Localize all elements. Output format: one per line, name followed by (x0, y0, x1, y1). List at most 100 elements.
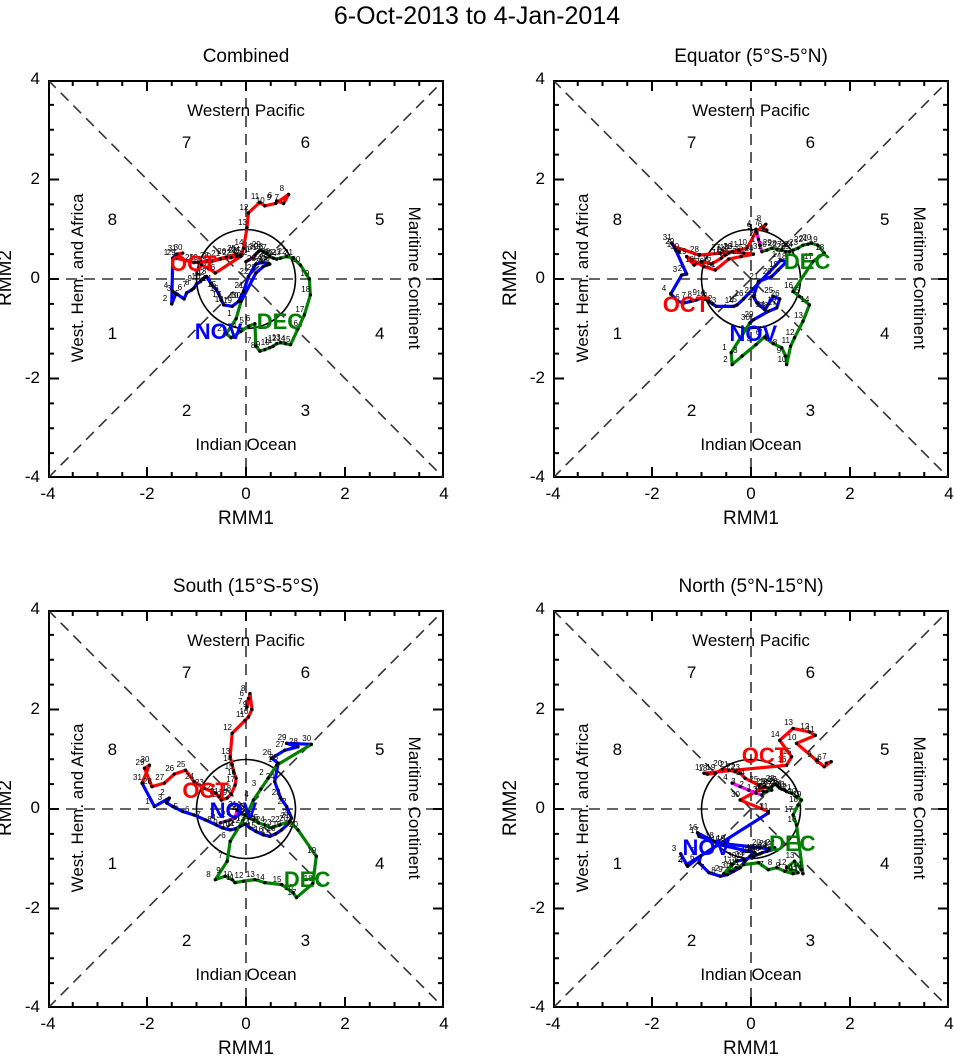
day-label: 17 (212, 289, 222, 299)
month-label-oct: OCT (662, 292, 710, 318)
region-label-left: West. Hem. and Africa (67, 723, 87, 893)
day-label: 28 (744, 846, 754, 856)
month-label-dec: DEC (256, 308, 304, 334)
data-point (695, 831, 700, 835)
data-point (253, 253, 257, 257)
day-label: 14 (276, 333, 286, 343)
data-point (807, 730, 812, 734)
day-label: 1 (227, 308, 232, 318)
data-point (298, 263, 303, 267)
data-point (770, 246, 774, 250)
day-label: 24 (784, 240, 793, 250)
data-point (222, 303, 226, 307)
day-label: 19 (189, 252, 198, 262)
x-tick-label: -4 (40, 1014, 56, 1033)
day-label: 28 (236, 805, 245, 814)
data-point (294, 895, 299, 900)
day-label: 13 (238, 217, 247, 227)
day-label: 24 (267, 249, 277, 259)
data-point (214, 288, 218, 292)
day-label: 11 (806, 725, 815, 735)
data-point (291, 256, 295, 260)
data-point (789, 791, 794, 795)
day-label: 3 (671, 843, 677, 853)
day-label: 9 (718, 864, 723, 874)
data-point (268, 345, 272, 350)
data-point (784, 763, 789, 767)
day-label: 17 (695, 763, 704, 773)
data-point (244, 259, 248, 264)
trajectory-jan (218, 816, 237, 825)
panel-combined: Combined 6 7 8 9 10 11 12 13 14 15 16 17 18 19 20 21 22 23… (0, 46, 449, 529)
day-label: 26 (165, 764, 175, 774)
data-point (271, 256, 275, 260)
day-label: 3 (733, 346, 738, 356)
data-point (741, 863, 746, 867)
day-label: 26 (770, 288, 780, 298)
day-label: 19 (792, 790, 802, 799)
data-point (213, 791, 218, 795)
day-label: 15 (224, 761, 234, 771)
data-point (220, 826, 224, 830)
day-label: 10 (724, 861, 734, 871)
panel-title: Combined (202, 46, 290, 67)
data-point (233, 783, 237, 787)
data-point (246, 211, 251, 215)
y-axis-label: RMM2 (0, 780, 16, 836)
data-point (778, 738, 782, 743)
day-label: 28 (185, 252, 194, 262)
data-point (233, 827, 237, 831)
day-label: 14 (202, 274, 212, 283)
data-point (740, 354, 744, 358)
data-point (791, 871, 795, 876)
x-tick-label: 4 (944, 1014, 954, 1033)
data-point (236, 299, 241, 304)
data-point (309, 742, 314, 747)
day-label: 10 (777, 354, 787, 364)
data-point (150, 784, 154, 789)
day-label: 9 (692, 287, 697, 297)
data-point (806, 242, 810, 246)
day-label: 15 (207, 279, 217, 289)
data-point (791, 726, 795, 731)
data-point (174, 292, 178, 296)
day-label: 31 (662, 233, 672, 243)
data-point (225, 859, 229, 863)
day-label: 30 (731, 790, 740, 799)
day-label: 28 (143, 776, 152, 786)
day-label: 23 (246, 254, 256, 264)
data-point (165, 801, 169, 805)
data-point (761, 226, 766, 230)
day-label: 24 (757, 841, 767, 851)
data-point (234, 317, 238, 321)
day-label: 21 (706, 260, 716, 269)
day-label: 9 (266, 193, 272, 203)
day-label: 19 (307, 846, 317, 856)
trajectory-bridge (234, 299, 243, 321)
data-point (751, 318, 756, 322)
day-label: 22 (794, 235, 803, 245)
data-point (259, 787, 263, 791)
data-point (822, 765, 826, 769)
day-label: 22 (765, 837, 775, 847)
y-tick-label: 0 (535, 798, 545, 817)
day-label: 30 (140, 755, 150, 765)
day-label: 8 (687, 289, 692, 299)
data-point (284, 804, 289, 809)
x-tick-label: 0 (241, 484, 251, 503)
day-label: 24 (755, 299, 765, 309)
y-tick-label: -2 (24, 897, 40, 917)
day-label: 12 (239, 202, 249, 212)
data-point (783, 249, 788, 254)
day-label: 19 (677, 246, 687, 256)
day-label: 8 (756, 214, 762, 224)
data-point (246, 715, 251, 719)
data-point (779, 258, 783, 262)
data-point (250, 256, 254, 260)
data-point (239, 811, 243, 815)
data-point (765, 248, 769, 252)
data-point (801, 871, 805, 876)
day-label: 16 (702, 254, 712, 264)
data-point (746, 788, 751, 792)
day-label: 20 (229, 291, 239, 301)
